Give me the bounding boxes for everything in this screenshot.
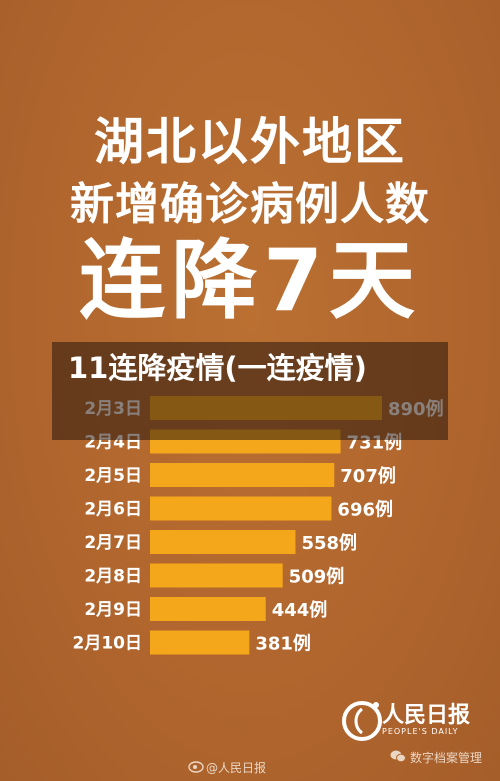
headline-line-1: 湖北以外地区 [94,113,406,171]
weibo-icon [188,761,204,773]
bar [150,496,332,521]
value-label: 707例 [340,465,396,487]
value-label: 381例 [255,633,311,655]
bar [150,597,266,621]
category-label: 2月10日 [73,634,143,654]
bar [150,563,283,588]
category-label: 2月7日 [84,533,142,553]
value-label: 509例 [289,566,345,588]
headline-line-2: 新增确诊病例人数 [70,179,430,230]
category-label: 2月6日 [84,500,142,520]
caption-overlay [52,342,448,440]
value-label: 696例 [337,499,393,521]
category-label: 2月9日 [84,600,142,620]
bar [150,463,335,487]
weibo-watermark: @人民日报 [206,761,267,775]
peoples-daily-logo [342,701,382,741]
category-label: 2月5日 [84,466,142,486]
bar [150,630,250,655]
logo-name-en: PEOPLE'S DAILY [382,727,459,736]
wechat-watermark: 数字档案管理 [410,751,483,765]
caption-text: 11连降疫情(一连疫情) [68,351,367,385]
logo-name-cn: 人民日报 [382,703,471,728]
wechat-icon [390,750,406,763]
headline-line-3: 连降7天 [79,231,421,331]
value-label: 444例 [272,599,328,621]
category-label: 2月8日 [84,567,142,587]
value-label: 558例 [301,532,357,554]
bar [150,530,296,554]
